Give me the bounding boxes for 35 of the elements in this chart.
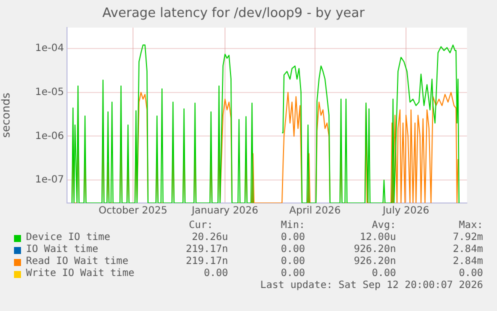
- text: 20.26u: [192, 232, 228, 243]
- text: 2.84m: [452, 244, 483, 255]
- text: 0.00: [204, 268, 228, 279]
- text: Avg:: [372, 220, 396, 231]
- y-tick-label: 1e-04: [35, 43, 64, 54]
- y-tick-label: 1e-07: [35, 174, 64, 186]
- text: 2.84m: [452, 256, 483, 267]
- text: 0.00: [458, 268, 483, 279]
- text: 12.00u: [360, 232, 396, 243]
- y-axis-title: seconds: [0, 92, 12, 138]
- text: 926.20n: [354, 244, 396, 255]
- x-tick-label: January 2026: [190, 206, 258, 217]
- text: 0.00: [280, 232, 305, 243]
- text: 0.00: [372, 268, 396, 279]
- text: 0.00: [280, 244, 305, 255]
- text: 926.20n: [354, 256, 396, 267]
- text: 219.17n: [186, 256, 228, 267]
- text: 0.00: [280, 268, 305, 279]
- legend-label: Read IO Wait time: [26, 256, 128, 267]
- x-tick-label: October 2025: [98, 206, 168, 217]
- x-tick-label: April 2026: [289, 206, 341, 217]
- text: 0.00: [280, 256, 305, 267]
- x-tick-label: July 2026: [382, 206, 430, 217]
- legend-label: Write IO Wait time: [26, 268, 134, 279]
- legend-label: Device IO time: [26, 232, 110, 243]
- y-tick-label: 1e-05: [35, 86, 64, 98]
- text: Last update: Sat Sep 12 20:00:07 2026: [260, 280, 483, 291]
- text: Max:: [458, 220, 483, 231]
- text: 7.92m: [452, 232, 483, 243]
- chart-title: Average latency for /dev/loop9 - by year: [102, 6, 366, 22]
- text: 219.17n: [186, 244, 228, 255]
- legend-label: IO Wait time: [26, 244, 98, 255]
- text: Min:: [280, 220, 305, 231]
- y-tick-label: 1e-06: [35, 130, 64, 142]
- text: Cur:: [188, 220, 213, 231]
